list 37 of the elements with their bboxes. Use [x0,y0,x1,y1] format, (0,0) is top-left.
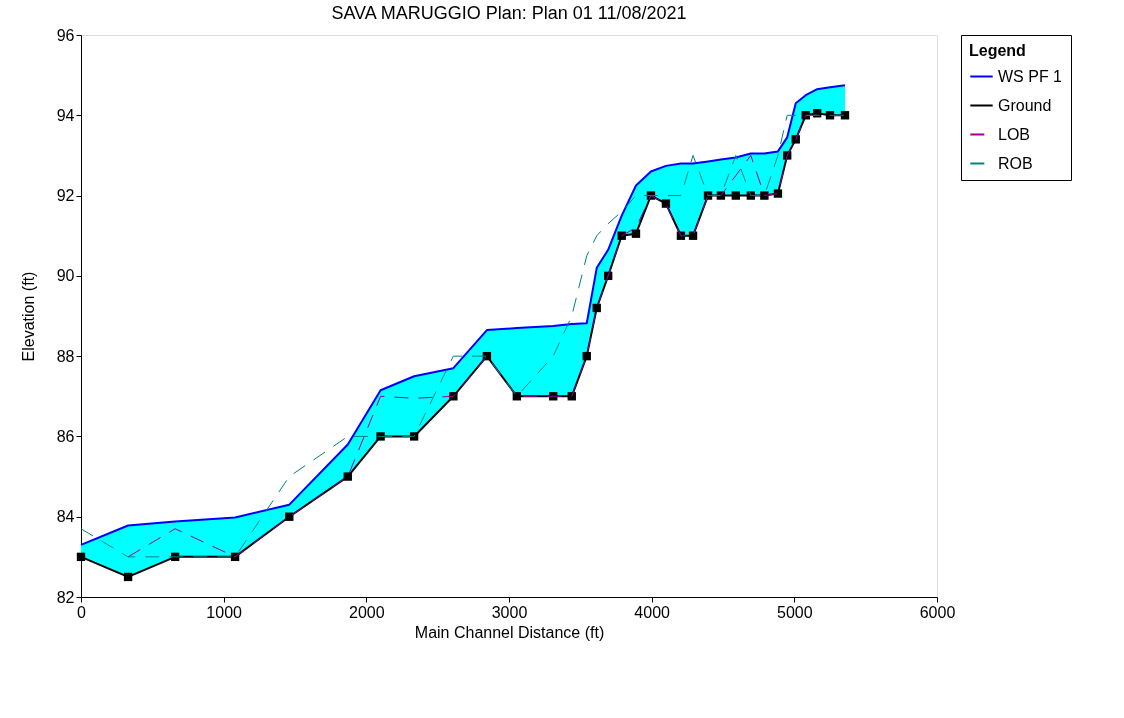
point [376,432,385,441]
point [592,303,601,313]
y-tick-label: 88 [56,347,75,365]
point [285,512,294,521]
point [76,552,86,562]
y-tick-label: 84 [56,508,75,526]
point [688,231,698,240]
x-tick-label: 1000 [206,603,243,621]
legend-label: WS PF 1 [998,67,1063,85]
y-tick-label: 96 [56,26,75,44]
y-axis-title: Elevation (ft) [19,271,37,362]
point [773,189,783,198]
x-tick-label: 2000 [349,603,385,621]
legend-label: Ground [998,96,1052,114]
x-tick-label: 4000 [634,603,671,621]
x-tick-label: 3000 [491,603,528,621]
point [343,472,352,481]
point [123,572,133,582]
chart-title: SAVA MARUGGIO Plan: Plan 01 11/08/2021 [331,3,687,23]
y-tick-label: 86 [56,427,75,445]
x-tick-label: 0 [77,603,87,621]
point [661,199,671,208]
legend-label: ROB [998,154,1033,172]
x-axis-title: Main Channel Distance (ft) [414,623,605,641]
y-tick-label: 94 [56,106,75,124]
x-tick-label: 6000 [919,603,956,621]
point [631,229,641,238]
legend-title: Legend [969,42,1026,59]
legend-label: LOB [998,125,1031,143]
point [409,432,419,441]
y-tick-label: 92 [56,187,75,205]
point [731,191,741,200]
y-tick-label: 82 [56,588,75,606]
y-tick-label: 90 [56,267,75,285]
point [582,351,591,361]
x-tick-label: 5000 [777,603,813,621]
point [791,135,800,144]
